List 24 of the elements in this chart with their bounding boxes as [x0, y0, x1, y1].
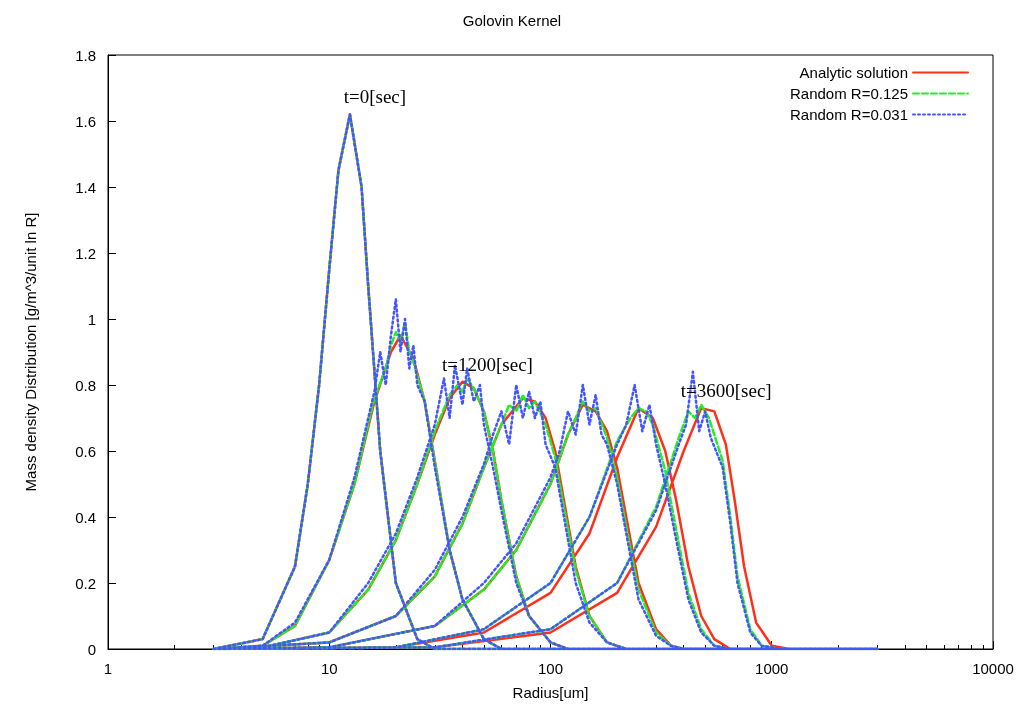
- y-tick-label: 1.8: [75, 46, 96, 64]
- y-tick-label: 1.2: [75, 244, 96, 262]
- chart-title: Golovin Kernel: [462, 12, 562, 29]
- x-axis-title: Radius[um]: [512, 684, 589, 701]
- y-axis-title: Mass density Distribution [g/m^3/unit ln R]: [22, 212, 39, 492]
- y-tick-label: 0: [87, 640, 96, 658]
- legend-label: Analytic solution: [799, 64, 908, 81]
- x-tick-label: 10000: [972, 660, 1014, 677]
- y-tick-label: 0.8: [75, 376, 96, 394]
- annotation: t=1200[sec]: [441, 353, 533, 375]
- y-tick-label: 0.4: [75, 508, 96, 526]
- legend-label: Random R=0.031: [790, 106, 908, 123]
- y-tick-label: 1.6: [75, 112, 96, 130]
- y-tick-label: 0.2: [75, 574, 96, 592]
- x-tick-label: 100: [537, 660, 564, 677]
- x-tick-label: 1: [103, 660, 113, 677]
- x-tick-label: 1000: [755, 660, 789, 677]
- y-tick-label: 1: [87, 310, 96, 328]
- legend-label: Random R=0.125: [790, 85, 908, 102]
- y-tick-label: 1.4: [75, 178, 96, 196]
- annotation: t=3600[sec]: [680, 380, 772, 402]
- y-tick-label: 0.6: [75, 442, 96, 460]
- annotation: t=0[sec]: [343, 86, 407, 108]
- x-tick-label: 10: [320, 660, 338, 677]
